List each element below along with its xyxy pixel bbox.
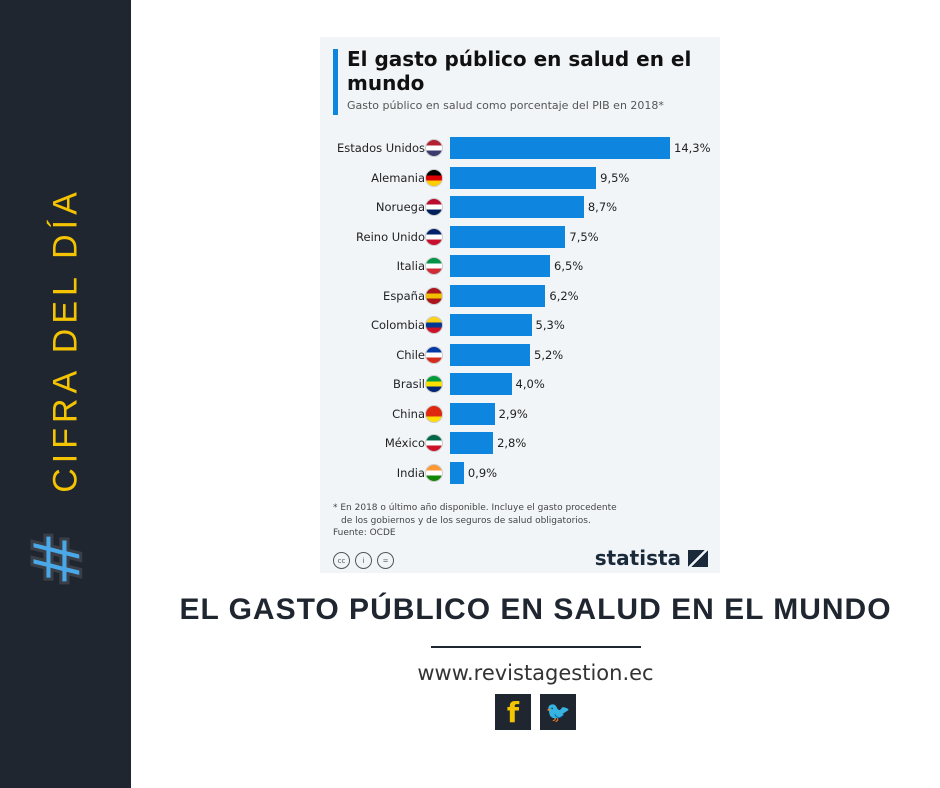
noderivs-icon: = <box>377 552 394 569</box>
title-accent <box>333 49 338 115</box>
flag-icon <box>425 227 443 246</box>
flag-icon <box>425 345 443 364</box>
divider <box>430 646 641 648</box>
chart-card: El gasto público en salud en el mundo Ga… <box>320 37 720 573</box>
flag-icon <box>425 198 443 216</box>
source: Fuente: OCDE <box>333 528 396 538</box>
value-label: 6,2% <box>549 288 579 303</box>
bar <box>450 196 584 218</box>
bar-label: Colombia <box>370 318 425 332</box>
bar-label: China <box>392 406 425 421</box>
flag-icon <box>425 168 443 187</box>
bar-label: España <box>383 288 425 303</box>
bar <box>450 373 512 395</box>
bar-label: Reino Unido <box>356 229 425 244</box>
bar <box>450 343 530 366</box>
bar-label: India <box>396 465 425 480</box>
bar <box>450 432 494 454</box>
value-label: 7,5% <box>569 229 599 244</box>
chart-subtitle: Gasto público en salud como porcentaje d… <box>347 99 664 112</box>
bar <box>450 402 495 425</box>
flag-icon <box>425 286 443 305</box>
bar <box>450 137 670 159</box>
attribution-icon: i <box>355 552 372 569</box>
value-label: 9,5% <box>600 170 630 185</box>
footnote-line2: de los gobiernos y de los seguros de sal… <box>341 515 591 526</box>
bar <box>450 225 566 248</box>
flag-icon <box>425 139 443 157</box>
statista-text: statista <box>594 546 682 570</box>
twitter-icon[interactable]: 🐦 <box>540 694 576 730</box>
flag-icon <box>425 434 443 452</box>
bar-label: Noruega <box>375 200 425 214</box>
bar-label: Italia <box>396 259 425 273</box>
flag-icon <box>425 257 443 275</box>
value-label: 2,9% <box>498 406 528 421</box>
bar-label: Brasil <box>392 377 425 391</box>
flag-icon <box>425 316 443 334</box>
value-label: 2,8% <box>497 436 527 450</box>
value-label: 5,3% <box>535 318 565 332</box>
footnote: * En 2018 o último año disponible. Inclu… <box>333 502 713 540</box>
sidebar: CIFRA DEL DÍA # <box>0 0 131 788</box>
bar <box>450 284 546 307</box>
website-link[interactable]: www.revistagestion.ec <box>417 661 654 685</box>
bar-label: Alemania <box>371 170 425 185</box>
flag-icon <box>425 404 443 423</box>
bar <box>450 461 464 484</box>
flag-icon <box>425 375 443 393</box>
value-label: 5,2% <box>534 347 564 362</box>
bar <box>450 314 532 336</box>
value-label: 14,3% <box>674 141 711 155</box>
social-links: f 🐦 <box>495 694 576 730</box>
hashtag-icon: # <box>17 529 99 589</box>
statista-mark-icon <box>688 550 708 567</box>
bar-label: Estados Unidos <box>336 141 425 155</box>
license-icons: cc i = <box>333 552 394 569</box>
value-label: 4,0% <box>515 377 545 391</box>
chart-title: El gasto público en salud en el mundo <box>347 47 692 95</box>
bar <box>450 255 550 277</box>
footnote-line1: * En 2018 o último año disponible. Inclu… <box>333 503 617 513</box>
sidebar-title: CIFRA DEL DÍA <box>46 187 85 493</box>
value-label: 6,5% <box>554 259 584 273</box>
statista-logo: statista <box>595 546 708 570</box>
bar-label: Chile <box>396 347 425 362</box>
bar-label: México <box>384 436 425 450</box>
bar <box>450 166 597 189</box>
chart-header: El gasto público en salud en el mundo Ga… <box>347 47 712 113</box>
flag-icon <box>425 463 443 482</box>
bottom-section: EL GASTO PÚBLICO EN SALUD EN EL MUNDO ww… <box>131 590 940 730</box>
cc-icon: cc <box>333 552 350 569</box>
value-label: 8,7% <box>587 200 618 214</box>
headline: EL GASTO PÚBLICO EN SALUD EN EL MUNDO <box>179 593 892 626</box>
facebook-icon[interactable]: f <box>495 694 531 730</box>
value-label: 0,9% <box>467 465 498 480</box>
